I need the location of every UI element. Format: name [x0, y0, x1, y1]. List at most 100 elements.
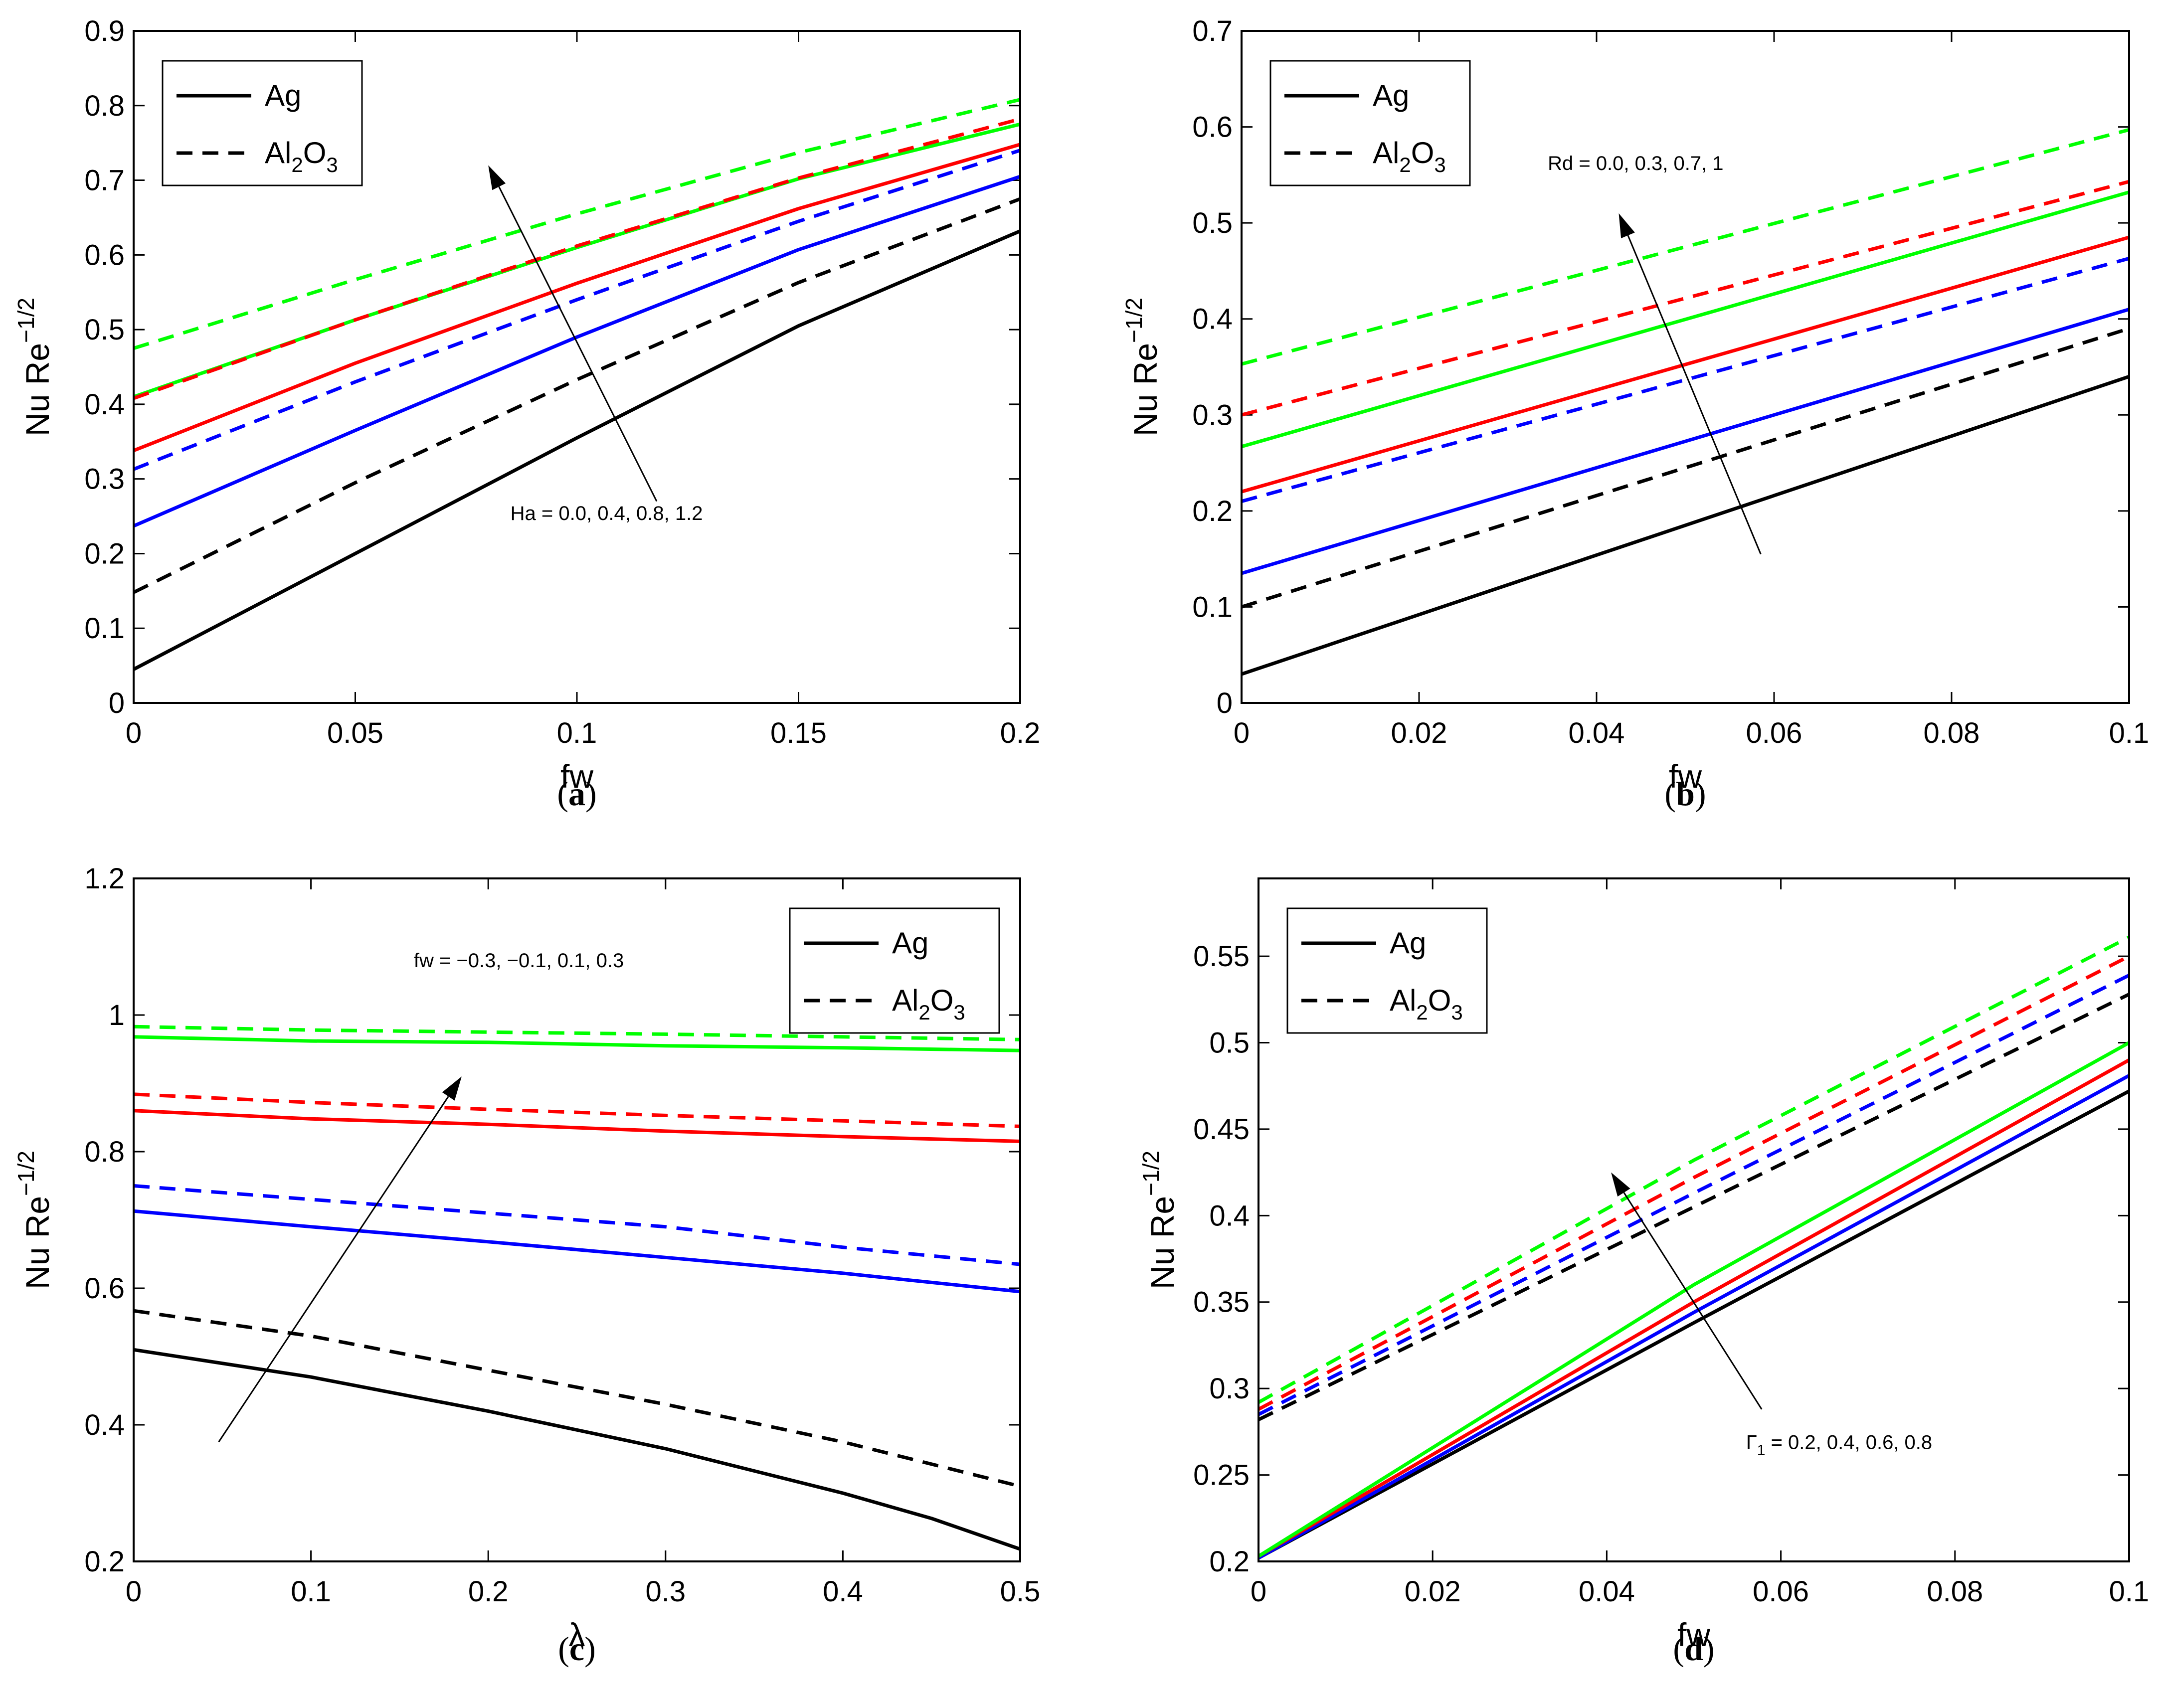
legend-label: Ag [1390, 926, 1426, 960]
x-tick-label: 0.3 [645, 1575, 686, 1608]
series-line-ag-rd-0-0 [1242, 374, 2129, 676]
y-tick-label: 0.6 [1192, 111, 1233, 144]
y-tick-label: 0.1 [84, 612, 125, 645]
annotation-arrow-shaft [218, 1096, 449, 1443]
panel-d: 0 0.02 0.04 0.06 0.08 0.1 0.2 0.25 0.3 0.35 0.4 0.4… [1138, 877, 2150, 1668]
panel-caption: (c) [558, 1630, 596, 1668]
annotation-label: Ha = 0.0, 0.4, 0.8, 1.2 [511, 503, 703, 524]
y-axis-label-exponent: −1/2 [1138, 1151, 1164, 1196]
series-line-ag-fw-0-1 [134, 1109, 1020, 1143]
y-tick-label: 1 [109, 999, 125, 1031]
x-axis-label: fw [1669, 758, 1702, 795]
y-tick-label: 0.5 [1209, 1026, 1250, 1059]
annotation-arrow-shaft [1627, 235, 1762, 555]
series-line-ag-ha-0-4 [134, 174, 1020, 528]
series-line-ag-rd-0-3 [1242, 308, 2129, 575]
panel-a: 0 0.05 0.1 0.15 0.2 0 0.1 0.2 0.3 0.4 0.5 0.6 0.7 0.8… [13, 15, 1040, 813]
legend-label: Al2O3 [265, 136, 338, 176]
legend-box [1286, 907, 1488, 1034]
series-line-al2o3-1-0-2 [1258, 993, 2129, 1421]
y-tick-label: 0.4 [84, 1409, 125, 1441]
y-axis-label-exponent: −1/2 [1121, 298, 1147, 343]
annotation-arrow-shaft [1623, 1192, 1763, 1410]
y-tick-label: 0.5 [84, 314, 125, 346]
y-tick-label: 0.2 [1192, 495, 1233, 527]
series-line-al2o3-ha-0-4 [134, 149, 1020, 471]
y-tick-label: 0.4 [1192, 303, 1233, 336]
y-tick-label: 0.7 [1192, 15, 1233, 47]
y-tick-label: 0.2 [84, 1545, 125, 1578]
series-line-ag-fw-0-3 [134, 1348, 1020, 1551]
y-tick-label: 0.35 [1193, 1286, 1250, 1319]
panel-c: 0 0.1 0.2 0.3 0.4 0.5 0.2 0.4 0.6 0.8 1 1.2 λ Nu Re−1… [13, 862, 1040, 1668]
series-line-ag-fw-0-1 [134, 1209, 1020, 1294]
y-tick-label: 0.3 [84, 463, 125, 496]
y-tick-label: 1.2 [84, 862, 125, 895]
axes-frame [133, 30, 1021, 704]
y-tick-label: 0.2 [84, 537, 125, 570]
x-tick-label: 0.1 [291, 1575, 331, 1608]
y-tick-label: 0.5 [1192, 207, 1233, 239]
legend-label: Al2O3 [1373, 136, 1446, 176]
legend-box [789, 907, 1000, 1034]
annotation-label: fw = −0.3, −0.1, 0.1, 0.3 [414, 950, 624, 972]
axes-frame [133, 877, 1021, 1562]
legend: Ag Al2O3 [1269, 60, 1471, 186]
legend-label: Ag [1373, 79, 1409, 112]
x-tick-label: 0.06 [1753, 1575, 1809, 1608]
x-tick-label: 0.02 [1405, 1575, 1461, 1608]
x-tick-label: 0.1 [2109, 717, 2150, 749]
series-line-al2o3-ha-0-0 [134, 197, 1020, 594]
x-tick-label: 0.15 [770, 717, 827, 749]
y-tick-label: 0 [109, 687, 125, 719]
y-axis-label-base: Nu Re [19, 1196, 56, 1289]
legend: Ag Al2O3 [789, 907, 1000, 1034]
y-tick-label: 0.7 [84, 165, 125, 197]
axes-frame [1241, 30, 2130, 704]
y-tick-label: 0 [1217, 687, 1233, 719]
series-line-ag-1-0-4 [1258, 1074, 2129, 1560]
y-axis-label: Nu Re−1/2 [1138, 1151, 1181, 1289]
x-tick-label: 0.04 [1579, 1575, 1635, 1608]
legend: Ag Al2O3 [162, 60, 363, 186]
x-tick-label: 0 [1251, 1575, 1266, 1608]
x-tick-label: 0 [126, 1575, 142, 1608]
x-tick-label: 0.04 [1569, 717, 1625, 749]
x-tick-label: 0.4 [823, 1575, 863, 1608]
series-line-al2o3-fw-0-1 [134, 1092, 1020, 1128]
annotation-arrow-head [442, 1076, 462, 1101]
x-tick-label: 0 [126, 717, 142, 749]
y-axis-label-base: Nu Re [1127, 343, 1164, 436]
series-line-al2o3-rd-1 [1242, 128, 2129, 366]
series-group [134, 1025, 1020, 1551]
series-line-ag-rd-0-7 [1242, 235, 2129, 494]
annotation-arrow-head [1618, 213, 1635, 238]
panel-caption: (b) [1664, 775, 1706, 813]
y-tick-label: 0.2 [1209, 1545, 1250, 1578]
x-tick-label: 0.2 [1000, 717, 1041, 749]
x-tick-label: 0.1 [2109, 1575, 2150, 1608]
series-line-al2o3-1-0-8 [1258, 935, 2129, 1404]
series-line-ag-1-0-8 [1258, 1041, 2129, 1558]
annotation-label: Rd = 0.0, 0.3, 0.7, 1 [1548, 153, 1723, 174]
x-axis-label: λ [569, 1616, 585, 1653]
y-tick-label: 0.6 [84, 1272, 125, 1305]
series-group [1242, 128, 2129, 676]
y-tick-label: 0.8 [84, 1136, 125, 1168]
y-axis-label-exponent: −1/2 [13, 298, 39, 343]
x-tick-label: 0.05 [327, 717, 383, 749]
x-tick-label: 0.2 [468, 1575, 509, 1608]
series-line-ag-1-0-2 [1258, 1089, 2129, 1560]
series-line-al2o3-rd-0-3 [1242, 257, 2129, 503]
y-tick-label: 0.3 [1209, 1372, 1250, 1405]
series-line-ag-ha-0-8 [134, 143, 1020, 453]
legend-label: Ag [265, 79, 301, 112]
series-line-al2o3-fw-0-3 [134, 1309, 1020, 1488]
y-tick-label: 0.4 [1209, 1199, 1250, 1232]
y-axis-label: Nu Re−1/2 [1121, 298, 1164, 436]
legend-label: Al2O3 [892, 984, 965, 1024]
annotation-arrow-head [1611, 1172, 1630, 1197]
y-axis-label: Nu Re−1/2 [13, 298, 56, 436]
x-tick-label: 0.1 [557, 717, 597, 749]
